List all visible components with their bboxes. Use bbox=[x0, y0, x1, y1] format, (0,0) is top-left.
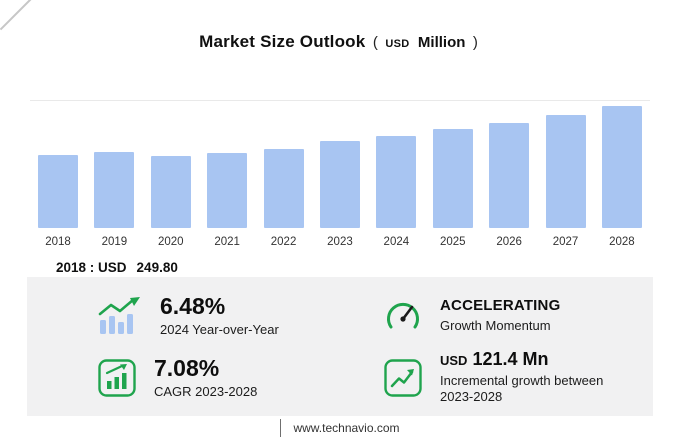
x-label-2028: 2028 bbox=[609, 236, 635, 248]
stat-text: 7.08% CAGR 2023-2028 bbox=[154, 354, 258, 401]
bar-2021 bbox=[207, 152, 248, 228]
incremental-caption: Incremental growth between 2023-2028 bbox=[440, 373, 604, 405]
footer: www.technavio.com bbox=[0, 416, 680, 440]
momentum-value: ACCELERATING bbox=[440, 297, 561, 315]
corner-crop-mark bbox=[0, 0, 33, 31]
bar-2028 bbox=[601, 106, 642, 228]
top-gridline bbox=[30, 100, 650, 101]
stat-text: USD 121.4 Mn Incremental growth between 2… bbox=[440, 349, 618, 405]
title-close-paren: ) bbox=[472, 34, 478, 51]
x-label-2021: 2021 bbox=[214, 236, 240, 248]
cagr-chart-icon bbox=[97, 358, 137, 398]
chart-title: Market Size Outlook ( USD Million ) bbox=[0, 32, 680, 52]
stat-text: 6.48% 2024 Year-over-Year bbox=[160, 292, 279, 339]
base-year-value: 249.80 bbox=[136, 260, 178, 275]
bars-row bbox=[38, 100, 642, 228]
bar-2024 bbox=[376, 135, 417, 228]
chart-title-text: Market Size Outlook bbox=[199, 32, 366, 51]
yoy-value: 6.48% bbox=[160, 292, 226, 319]
base-year-annotation: 2018 : USD 249.80 bbox=[56, 260, 178, 275]
incremental-growth-icon bbox=[383, 358, 423, 398]
x-label-2020: 2020 bbox=[157, 236, 184, 248]
cagr-caption: CAGR 2023-2028 bbox=[154, 384, 258, 400]
momentum-caption: Growth Momentum bbox=[440, 317, 551, 333]
bar-2026 bbox=[489, 122, 530, 228]
footer-divider bbox=[280, 419, 282, 437]
bar-2023 bbox=[319, 141, 360, 228]
x-label-2024: 2024 bbox=[383, 236, 410, 248]
yoy-caption: 2024 Year-over-Year bbox=[160, 322, 279, 338]
x-label-2022: 2022 bbox=[270, 236, 297, 248]
x-label-2025: 2025 bbox=[439, 236, 466, 248]
stat-yoy-growth: 6.48% 2024 Year-over-Year bbox=[27, 285, 335, 347]
x-label-2018: 2018 bbox=[45, 236, 71, 248]
x-label-2026: 2026 bbox=[496, 236, 522, 248]
bar-2027 bbox=[545, 115, 586, 228]
stat-incremental-growth: USD 121.4 Mn Incremental growth between 2… bbox=[335, 347, 643, 409]
footer-url-link[interactable]: www.technavio.com bbox=[293, 421, 400, 435]
x-axis-labels: 2018 2019 2020 2021 2022 2023 2024 2025 2026 2027… bbox=[38, 236, 642, 248]
base-year-label: 2018 : USD bbox=[56, 260, 127, 275]
speedometer-icon bbox=[383, 296, 423, 336]
incremental-value-number: 121.4 Mn bbox=[472, 349, 549, 370]
title-unit-scale: Million bbox=[417, 34, 466, 51]
incremental-value: USD 121.4 Mn bbox=[440, 349, 618, 370]
bar-2018 bbox=[38, 155, 78, 228]
stat-momentum: ACCELERATING Growth Momentum bbox=[335, 285, 643, 347]
title-unit-currency: USD bbox=[385, 38, 410, 50]
title-open-paren: ( bbox=[372, 34, 378, 51]
x-label-2019: 2019 bbox=[101, 236, 128, 248]
yoy-bars-arrow-icon bbox=[97, 296, 143, 336]
x-label-2027: 2027 bbox=[552, 236, 579, 248]
incremental-value-prefix: USD bbox=[440, 353, 468, 369]
bar-2020 bbox=[150, 155, 191, 228]
bar-2025 bbox=[432, 129, 473, 228]
stats-panel: 6.48% 2024 Year-over-Year ACCELERATING G… bbox=[27, 277, 653, 417]
bar-2022 bbox=[263, 148, 304, 228]
x-label-2023: 2023 bbox=[327, 236, 353, 248]
stat-text: ACCELERATING Growth Momentum bbox=[440, 298, 560, 334]
bar-2019 bbox=[94, 152, 135, 228]
stat-cagr: 7.08% CAGR 2023-2028 bbox=[27, 347, 335, 409]
cagr-value: 7.08% bbox=[154, 354, 220, 381]
